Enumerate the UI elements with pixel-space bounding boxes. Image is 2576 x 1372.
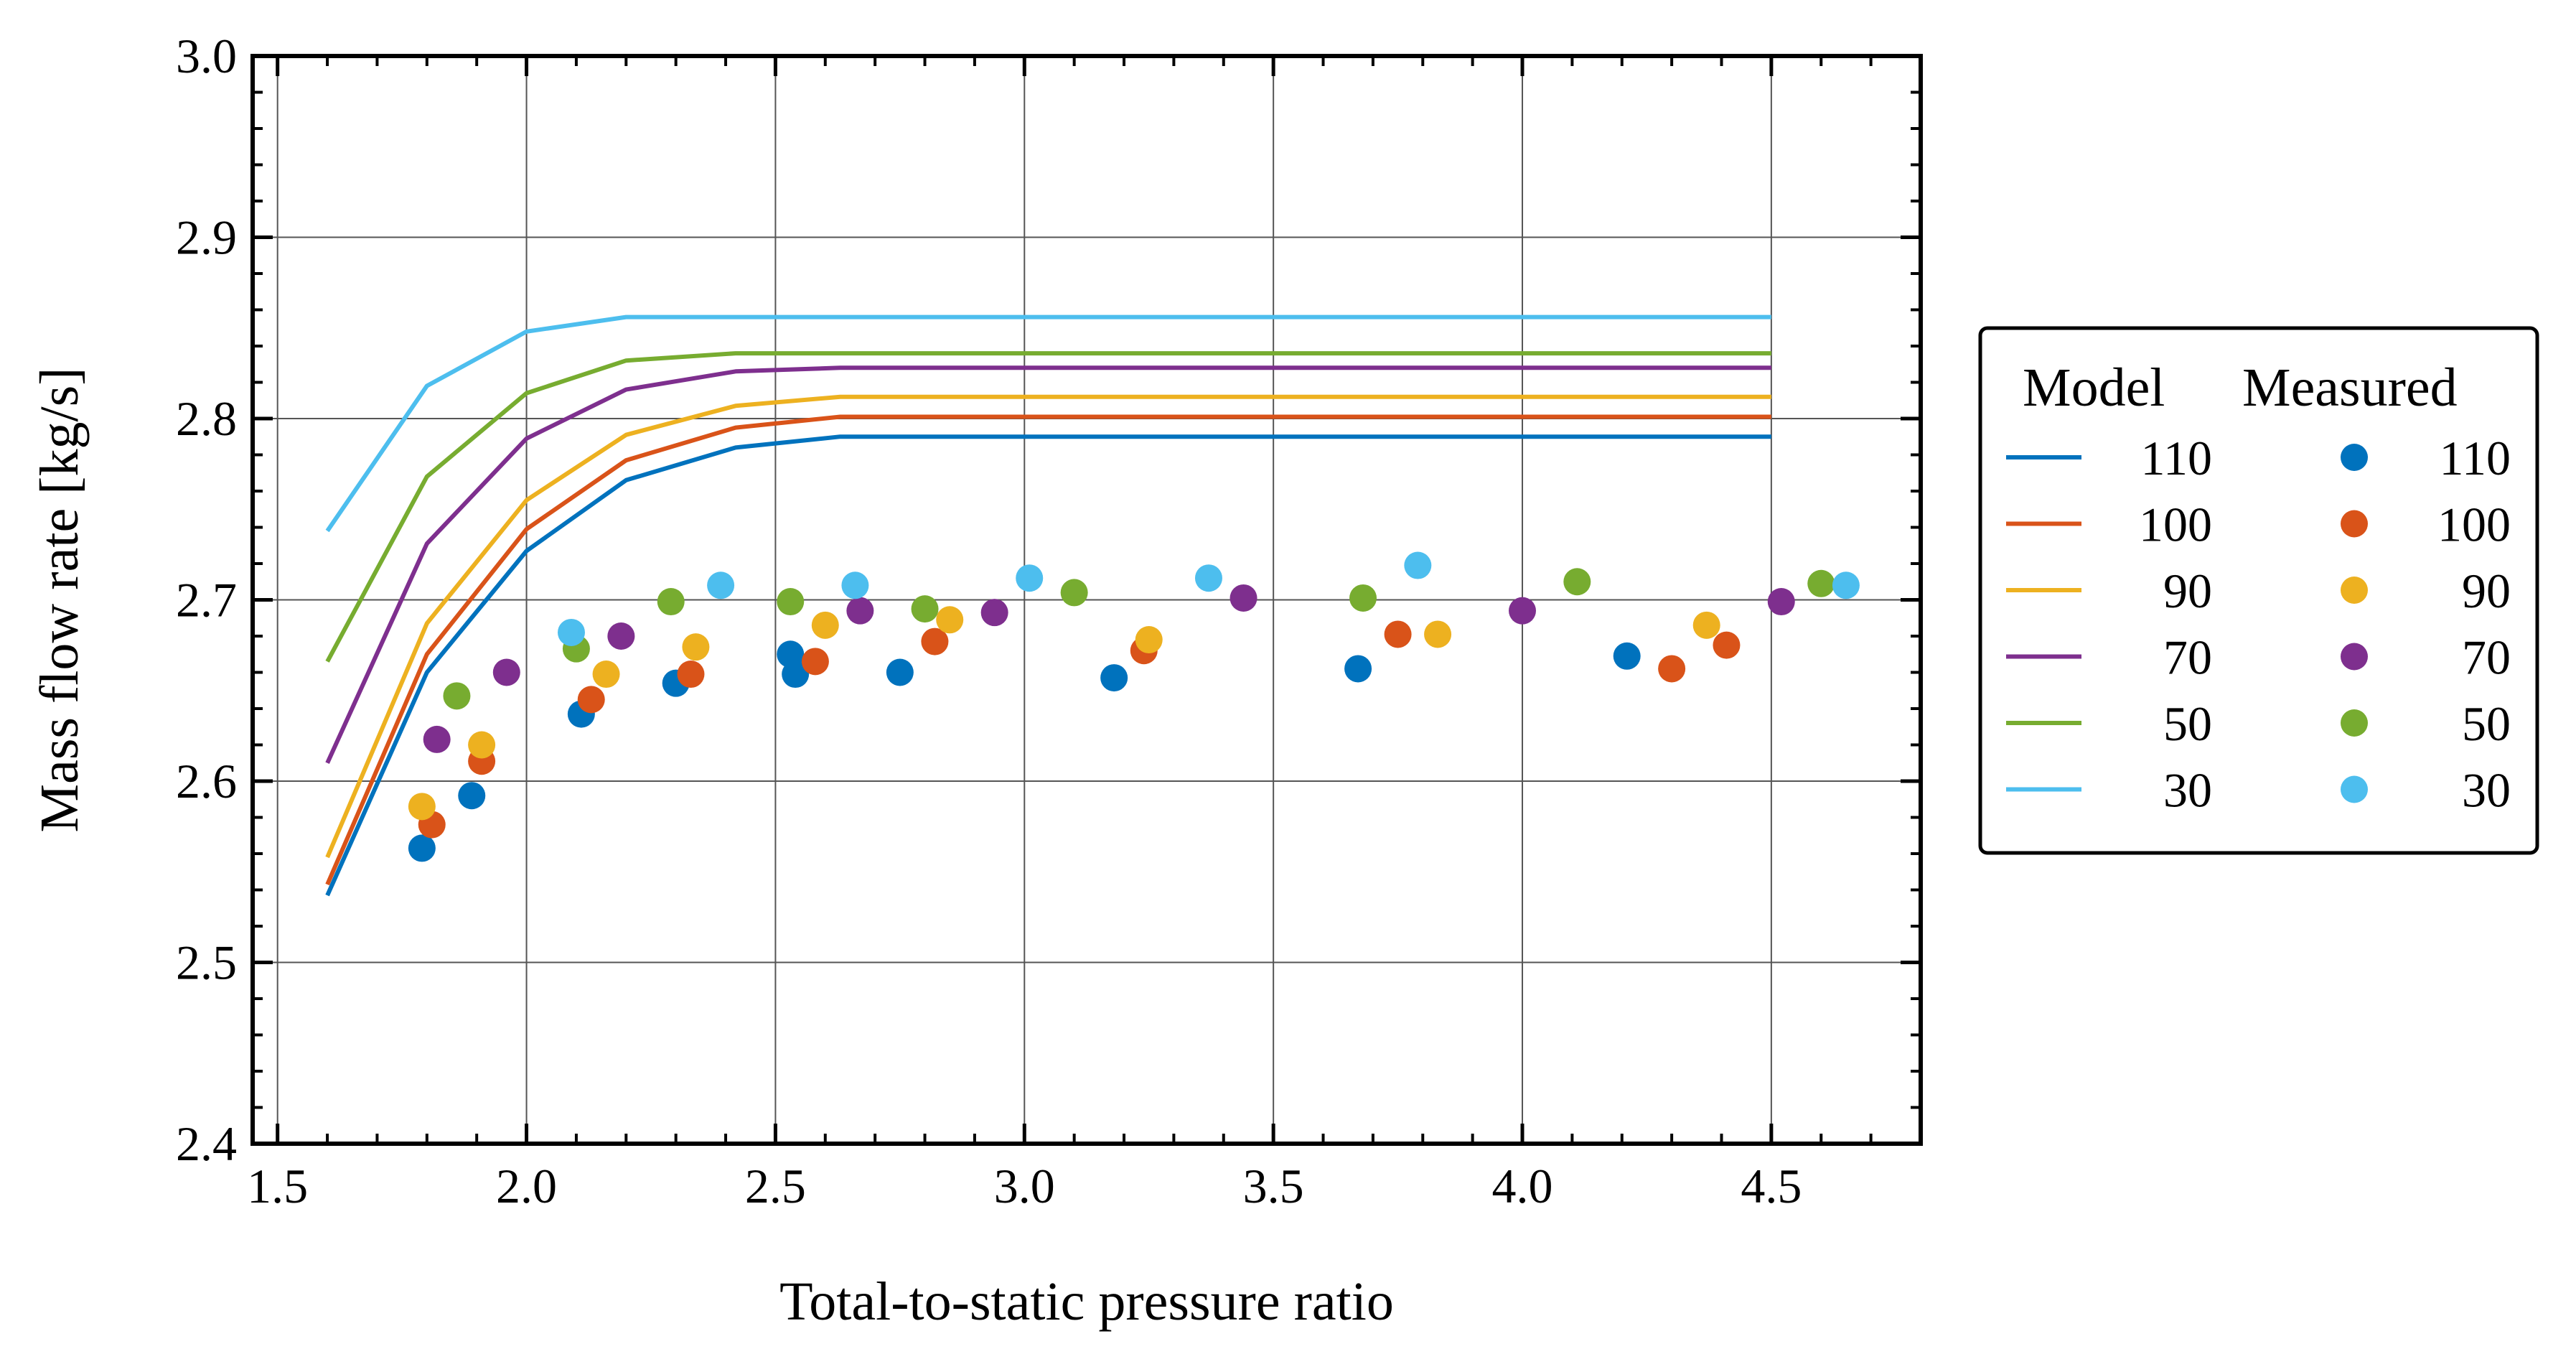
plot-frame	[250, 54, 1923, 1146]
measured-point-50	[1349, 584, 1377, 612]
x-tick-label: 3.5	[1243, 1159, 1304, 1213]
x-tick-label: 4.0	[1492, 1159, 1553, 1213]
x-tick-label: 4.5	[1741, 1159, 1802, 1213]
legend-box	[1978, 326, 2539, 855]
legend-entries: 110 110 100 100 90 90 70 70 50 50 30 30	[2006, 431, 2511, 818]
y-axis-label: Mass flow rate [kg/s]	[29, 368, 90, 833]
x-tick-label: 2.5	[745, 1159, 806, 1213]
legend-measured-header: Measured	[2242, 358, 2458, 418]
measured-point-70	[492, 658, 520, 686]
measured-point-110	[1613, 642, 1641, 670]
measured-point-110	[782, 661, 810, 689]
y-tick-label: 2.7	[176, 573, 237, 627]
measured-point-30	[1832, 571, 1860, 599]
legend-model-header: Model	[2023, 358, 2165, 418]
x-axis-label: Total-to-static pressure ratio	[779, 1271, 1394, 1332]
legend-model-label: 100	[2139, 498, 2212, 552]
x-tick-labels: 1.5 2.0 2.5 3.0 3.5 4.0 4.5	[247, 1159, 1802, 1213]
measured-point-70	[980, 599, 1008, 627]
legend-measured-label: 50	[2462, 696, 2511, 751]
y-tick-label: 2.8	[176, 391, 237, 446]
measured-point-90	[468, 731, 496, 759]
measured-point-100	[1658, 655, 1686, 683]
measured-point-70	[423, 725, 451, 753]
measured-point-50	[443, 682, 471, 710]
measured-point-30	[1404, 551, 1432, 579]
measured-point-90	[1692, 611, 1720, 639]
model-line-50	[325, 351, 1771, 663]
measured-point-30	[707, 571, 735, 599]
model-line-30	[325, 314, 1771, 533]
measured-point-50	[911, 595, 939, 623]
y-tick-label: 2.6	[176, 754, 237, 808]
y-tick-label: 3.0	[176, 29, 237, 83]
measured-point-30	[1194, 564, 1222, 592]
measured-point-90	[682, 633, 710, 661]
model-lines	[325, 314, 1771, 897]
measured-point-110	[408, 834, 436, 862]
measured-point-70	[1767, 588, 1795, 616]
legend-measured-label: 70	[2462, 630, 2511, 685]
measured-point-50	[657, 588, 685, 616]
measured-point-110	[1100, 664, 1128, 692]
x-tick-label: 1.5	[247, 1159, 308, 1213]
legend-marker-70	[2341, 643, 2368, 671]
measured-point-90	[1424, 620, 1452, 648]
x-tick-label: 3.0	[994, 1159, 1055, 1213]
measured-point-70	[607, 622, 635, 650]
model-line-90	[325, 394, 1771, 859]
measured-point-100	[1713, 631, 1741, 659]
legend-model-label: 90	[2163, 564, 2212, 618]
measured-point-50	[1563, 568, 1591, 596]
grid	[253, 56, 1921, 1144]
measured-point-70	[1509, 597, 1537, 625]
measured-point-90	[811, 611, 839, 639]
legend-model-label: 70	[2163, 630, 2212, 685]
legend-marker-110	[2341, 444, 2368, 471]
legend-model-label: 110	[2141, 431, 2212, 485]
legend-marker-90	[2341, 577, 2368, 604]
measured-point-100	[801, 648, 829, 676]
legend-measured-label: 30	[2462, 763, 2511, 818]
measured-point-30	[841, 571, 869, 599]
measured-point-50	[1060, 579, 1088, 607]
measured-point-30	[1016, 564, 1044, 592]
y-tick-label: 2.4	[176, 1116, 237, 1171]
legend: Model Measured 110 110 100 100 90 90 70 70 50 50 3…	[1978, 326, 2539, 855]
measured-point-100	[677, 661, 705, 689]
model-line-110	[325, 434, 1771, 897]
measured-point-100	[1384, 620, 1412, 648]
y-tick-label: 2.9	[176, 210, 237, 265]
measured-point-50	[777, 588, 805, 616]
legend-measured-label: 90	[2462, 564, 2511, 618]
legend-marker-100	[2341, 510, 2368, 538]
measured-point-110	[458, 782, 486, 810]
measured-point-100	[577, 686, 605, 714]
measured-point-70	[1230, 584, 1257, 612]
measured-points	[408, 551, 1860, 862]
measured-point-110	[1344, 655, 1372, 683]
legend-model-label: 50	[2163, 696, 2212, 751]
model-line-70	[325, 365, 1771, 765]
measured-point-70	[846, 597, 874, 625]
measured-point-50	[1807, 569, 1835, 597]
model-line-100	[325, 414, 1771, 886]
legend-marker-50	[2341, 709, 2368, 737]
measured-point-90	[1135, 626, 1163, 654]
measured-point-90	[408, 793, 436, 821]
y-tick-labels: 2.4 2.5 2.6 2.7 2.8 2.9 3.0	[176, 29, 237, 1171]
legend-model-label: 30	[2163, 763, 2212, 818]
measured-point-110	[886, 658, 914, 686]
legend-measured-label: 100	[2437, 498, 2511, 552]
measured-point-30	[557, 618, 585, 646]
measured-point-100	[921, 627, 949, 655]
y-tick-label: 2.5	[176, 935, 237, 990]
measured-point-90	[592, 661, 620, 689]
legend-marker-30	[2341, 775, 2368, 803]
x-tick-label: 2.0	[496, 1159, 557, 1213]
legend-measured-label: 110	[2440, 431, 2511, 485]
measured-point-90	[936, 606, 964, 634]
